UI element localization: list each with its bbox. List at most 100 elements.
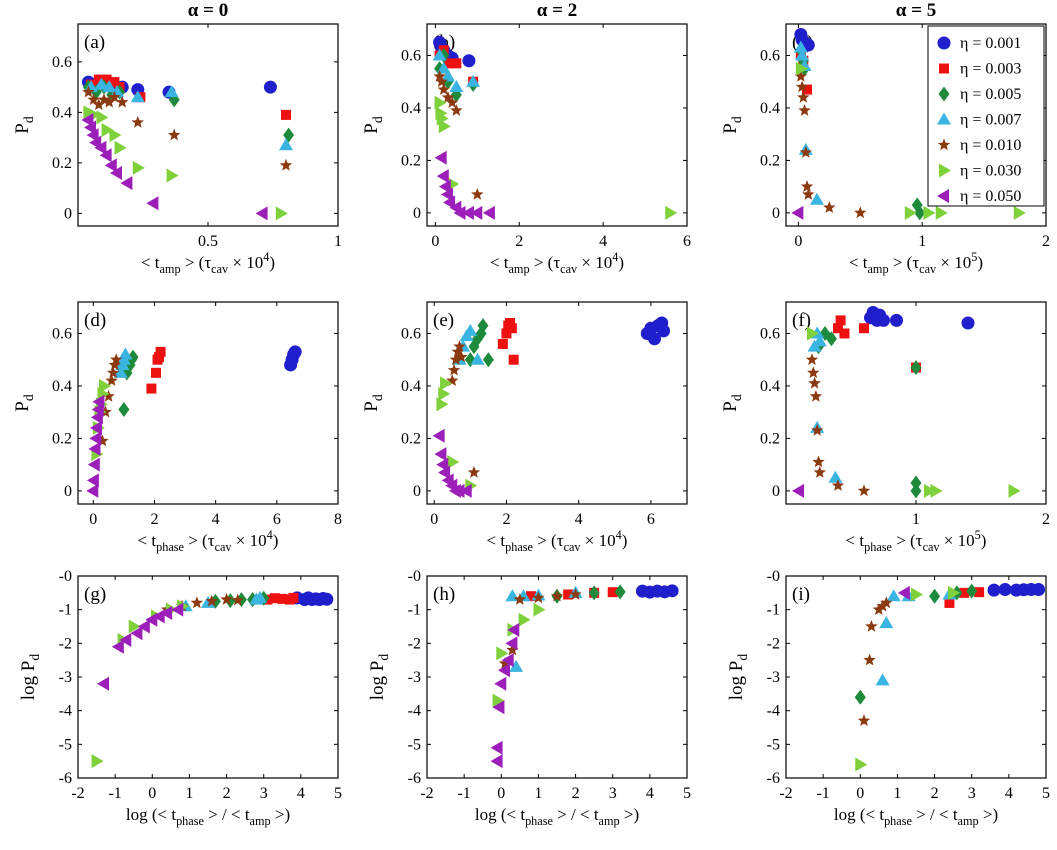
data-point-0-003 — [269, 593, 280, 604]
y-tick-label: 0 — [772, 483, 780, 500]
data-point-0-003 — [109, 77, 120, 88]
x-tick-label: 5 — [683, 785, 691, 802]
data-point-0-030 — [795, 61, 808, 76]
data-point-0-001 — [263, 80, 277, 94]
axes-frame — [426, 575, 688, 779]
axes-frame — [426, 23, 688, 227]
x-tick-label: 1 — [185, 785, 193, 802]
data-point-0-050 — [436, 457, 449, 472]
data-point-0-050 — [130, 626, 143, 641]
data-point-0-050 — [86, 473, 99, 488]
data-point-0-003 — [451, 58, 462, 69]
data-point-0-010 — [441, 90, 455, 103]
y-tick-label: -3 — [59, 669, 72, 686]
legend-marker-triangle-right — [939, 163, 951, 178]
legend-label: η = 0.005 — [960, 86, 1021, 103]
legend-marker-diamond — [938, 86, 950, 102]
data-point-0-010 — [854, 206, 867, 219]
y-tick-label: 0.6 — [52, 54, 72, 71]
x-tick-label: 5 — [334, 785, 342, 802]
data-point-0-050 — [443, 195, 456, 210]
data-point-0-050 — [110, 165, 122, 180]
data-point-0-007 — [470, 352, 485, 365]
x-tick-label: 4 — [575, 511, 583, 528]
legend: η = 0.001 η = 0.003 η = 0.005 η = 0.007 η = … — [927, 25, 1045, 207]
x-tick-label: 5 — [1042, 785, 1050, 802]
data-point-0-010 — [168, 128, 181, 141]
y-tick-label: -2 — [767, 635, 780, 652]
y-tick-label: 0.4 — [760, 378, 780, 395]
y-tick-label: -1 — [767, 602, 780, 619]
y-tick-label: 0.6 — [760, 325, 780, 342]
data-point-0-030 — [924, 483, 936, 498]
panel-label: (g) — [84, 584, 106, 605]
data-point-0-030 — [96, 110, 109, 125]
data-point-0-010 — [876, 599, 889, 612]
data-point-0-005 — [854, 689, 866, 705]
y-tick-label: 0.6 — [401, 47, 421, 64]
data-point-0-050 — [94, 140, 107, 155]
x-tick-label: -1 — [457, 785, 470, 802]
data-point-0-050 — [452, 483, 465, 498]
x-tick-label: 2 — [223, 785, 231, 802]
data-point-0-005 — [826, 331, 837, 347]
x-tick-label: 4 — [297, 785, 305, 802]
y-tick-label: -4 — [59, 703, 72, 720]
data-point-0-010 — [569, 588, 582, 600]
legend-marker-triangle-left — [937, 189, 949, 203]
data-point-0-030 — [855, 757, 868, 772]
data-point-0-050 — [92, 394, 105, 409]
panel-i: -2 -1 0 1 2 3 4 5 -6 -5 -4 -3 -2 -1 -0 (i) log (< tphase… — [726, 568, 1050, 828]
data-point-0-050 — [86, 128, 99, 143]
data-point-0-001 — [987, 583, 1001, 597]
legend-label: η = 0.030 — [960, 163, 1021, 180]
data-point-0-007 — [812, 334, 827, 347]
legend-label: η = 0.010 — [960, 137, 1021, 154]
data-point-0-003 — [497, 338, 508, 349]
data-point-0-010 — [82, 85, 95, 98]
legend-entry-0-003: η = 0.003 — [939, 61, 1021, 78]
data-point-0-050 — [494, 676, 507, 691]
data-point-0-003 — [802, 84, 813, 95]
legend-marker-triangle-up — [937, 112, 951, 125]
data-point-0-010 — [437, 83, 450, 95]
data-point-0-030 — [440, 376, 453, 391]
legend-label: η = 0.050 — [960, 188, 1021, 205]
data-point-0-030 — [438, 119, 451, 134]
data-point-0-010 — [103, 95, 116, 108]
data-point-0-010 — [92, 98, 105, 111]
y-axis-label: Pd — [361, 116, 385, 134]
y-axis-label: Pd — [720, 116, 744, 134]
y-tick-label: 0.4 — [401, 378, 421, 395]
data-point-0-001 — [890, 313, 903, 327]
data-point-0-003 — [607, 587, 618, 598]
data-point-0-007 — [809, 192, 824, 205]
data-points — [432, 35, 678, 220]
data-point-0-005 — [910, 475, 922, 491]
data-point-0-003 — [506, 323, 517, 334]
y-tick-label: 0.2 — [760, 430, 780, 447]
data-point-0-001 — [462, 54, 476, 68]
axes-frame — [77, 23, 339, 227]
data-point-0-050 — [440, 187, 453, 202]
y-tick-label: -5 — [408, 736, 421, 753]
data-point-0-050 — [104, 158, 117, 173]
data-point-0-050 — [87, 457, 100, 472]
data-point-0-010 — [231, 593, 244, 606]
data-point-0-010 — [102, 389, 115, 402]
data-point-0-010 — [807, 366, 820, 379]
data-point-0-030 — [948, 585, 961, 600]
data-point-0-010 — [798, 104, 811, 116]
x-tick-label: 4 — [646, 785, 654, 802]
data-point-0-010 — [532, 591, 545, 604]
x-tick-label: 2 — [502, 511, 510, 528]
x-axis-label: log (< tphase > / < tamp >) — [834, 805, 998, 828]
x-tick-label: 0 — [89, 511, 97, 528]
data-point-0-010 — [433, 69, 446, 82]
data-point-0-050 — [453, 205, 466, 220]
data-point-0-010 — [498, 657, 512, 669]
data-point-0-005 — [910, 483, 922, 499]
data-point-0-010 — [812, 455, 825, 468]
data-point-0-010 — [205, 594, 218, 607]
